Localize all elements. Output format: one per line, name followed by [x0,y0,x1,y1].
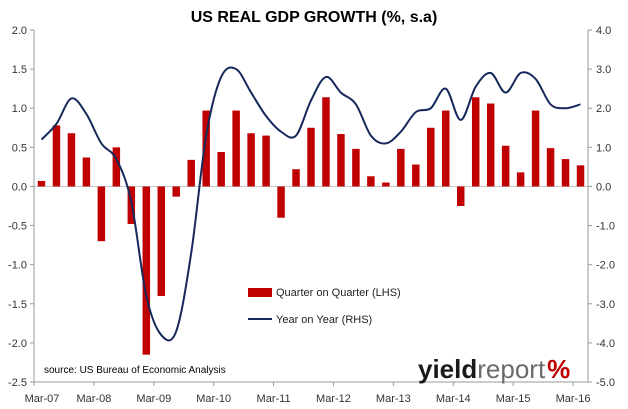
qoq-bar [456,186,465,206]
qoq-bar [397,148,405,187]
x-tick-label: Mar-08 [76,393,111,405]
qoq-bar [471,97,480,187]
qoq-bar [232,110,240,187]
qoq-bar [576,165,585,187]
line-series [40,66,581,342]
x-tick-label: Mar-14 [436,393,471,405]
right-tick-label: 4.0 [596,25,611,37]
right-tick-label: 0.0 [596,181,611,193]
bar-series [37,97,585,355]
x-tick-label: Mar-13 [376,393,411,405]
qoq-bar [52,125,61,187]
qoq-bar [322,97,330,187]
qoq-bar [382,182,390,187]
x-tick-label: Mar-09 [136,393,171,405]
legend-bar-swatch [248,288,272,297]
right-tick-label: -2.0 [596,260,615,272]
left-tick-label: 0.5 [12,142,27,154]
qoq-bar [37,180,46,187]
qoq-bar [561,159,570,187]
qoq-bar [546,148,555,187]
qoq-bar [442,110,450,187]
left-tick-label: 0.0 [12,181,27,193]
logo-part-report: report [477,354,546,384]
logo-part-yield: yield [418,354,477,384]
yoy-line [40,66,581,342]
qoq-bar [262,135,270,187]
left-tick-label: -2.0 [8,338,27,350]
x-tick-label: Mar-10 [196,393,231,405]
qoq-bar [187,159,195,187]
left-tick-label: 1.5 [12,64,27,76]
left-tick-label: -1.5 [8,299,27,311]
x-tick-label: Mar-16 [556,393,591,405]
axes: 2.0 1.5 1.0 0.5 0.0 -0.5 -1.0 -1.5 -2.0 -2.5 4.0 3.… [8,25,615,405]
qoq-bar [112,147,121,187]
right-tick-label: -5.0 [596,377,615,389]
qoq-bar [516,172,525,187]
right-tick-label: -4.0 [596,338,615,350]
qoq-bar [157,186,166,296]
qoq-bar [427,127,435,187]
right-tick-label: -3.0 [596,299,615,311]
qoq-bar [142,186,151,355]
qoq-bar [202,110,210,187]
qoq-bar [337,134,345,187]
left-tick-label: -1.0 [8,260,27,272]
right-tick-label: 3.0 [596,64,611,76]
left-tick-label: -0.5 [8,221,27,233]
qoq-bar [367,176,375,187]
qoq-bar [292,169,300,187]
left-tick-label: -2.5 [8,377,27,389]
qoq-bar [412,164,420,187]
chart-title: US REAL GDP GROWTH (%, s.a) [191,9,438,26]
x-tick-label: Mar-15 [496,393,531,405]
x-tick-label: Mar-11 [257,393,291,405]
qoq-bar [217,152,225,187]
qoq-bar [307,127,315,187]
qoq-bar [82,157,91,187]
qoq-bar [247,133,255,187]
yieldreport-logo: yieldreport% [418,354,570,384]
logo-percent-icon: % [547,354,570,384]
qoq-bar [97,186,106,242]
qoq-bar [531,110,540,187]
qoq-bar [352,148,360,187]
legend-label-yoy: Year on Year (RHS) [276,314,372,326]
qoq-bar [172,186,180,197]
qoq-bar [486,103,495,187]
x-tick-label: Mar-07 [25,393,60,405]
right-tick-label: 2.0 [596,103,611,115]
right-tick-label: 1.0 [596,142,611,154]
legend-label-qoq: Quarter on Quarter (LHS) [276,287,401,299]
qoq-bar [277,186,285,218]
qoq-bar [501,145,510,187]
left-tick-label: 1.0 [12,103,27,115]
qoq-bar [67,133,76,187]
x-tick-label: Mar-12 [316,393,351,405]
right-tick-label: -1.0 [596,221,615,233]
left-tick-label: 2.0 [12,25,27,37]
source-note: source: US Bureau of Economic Analysis [44,365,226,376]
